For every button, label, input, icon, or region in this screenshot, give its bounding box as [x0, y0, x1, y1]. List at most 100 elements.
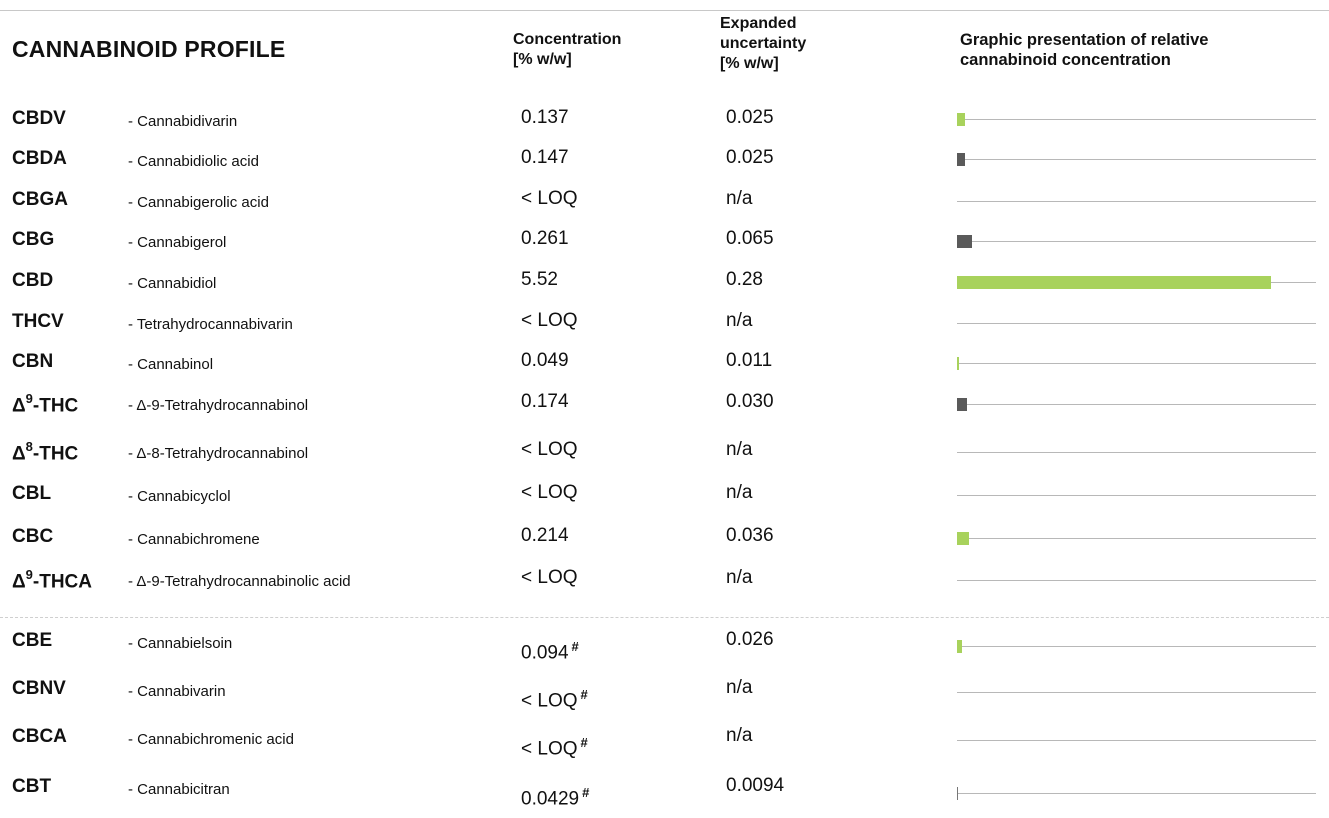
bar-baseline: [957, 646, 1316, 647]
cannabinoid-name: - Δ-9-Tetrahydrocannabinol: [128, 397, 309, 414]
concentration-text: < LOQ: [521, 439, 578, 460]
uncertainty-value: 0.030: [726, 391, 774, 412]
cannabinoid-abbreviation: CBDA: [12, 148, 67, 170]
uncertainty-header: Expanded uncertainty [% w/w]: [720, 14, 806, 74]
concentration-bar: [957, 640, 962, 653]
concentration-value: < LOQ #: [521, 735, 588, 760]
abbreviation-text: Δ: [12, 443, 26, 465]
concentration-text: < LOQ: [521, 738, 578, 760]
bar-baseline: [957, 793, 1316, 794]
abbreviation-superscript: 9: [25, 391, 33, 406]
abbreviation-superscript: 8: [25, 439, 33, 454]
concentration-value: < LOQ: [521, 439, 578, 461]
abbreviation-text: CBL: [12, 483, 52, 504]
cannabinoid-abbreviation: CBN: [12, 351, 53, 373]
abbreviation-text: CBT: [12, 776, 52, 797]
cannabinoid-name: - Cannabicyclol: [128, 488, 231, 505]
cannabinoid-abbreviation: Δ8-THC: [12, 439, 79, 465]
uncertainty-value: n/a: [726, 188, 753, 209]
table-row: CBNV - Cannabivarin < LOQ # n/a: [0, 677, 1329, 718]
cannabinoid-abbreviation: Δ9-THCA: [12, 567, 92, 593]
abbreviation-text: Δ: [12, 395, 26, 417]
table-row: CBN - Cannabinol 0.049 0.011: [0, 350, 1329, 391]
concentration-text: < LOQ: [521, 188, 578, 209]
uncertainty-value: n/a: [726, 725, 753, 746]
concentration-value: < LOQ: [521, 310, 578, 332]
cannabinoid-name: - Cannabinol: [128, 356, 214, 373]
cannabinoid-name: - Cannabielsoin: [128, 635, 233, 652]
cannabinoid-name: - Cannabigerolic acid: [128, 194, 269, 211]
abbreviation-text: CBCA: [12, 726, 67, 747]
concentration-text: 5.52: [521, 269, 558, 290]
table-row: CBD - Cannabidiol 5.52 0.28: [0, 269, 1329, 310]
cannabinoid-abbreviation: CBCA: [12, 726, 67, 748]
concentration-bar: [957, 787, 958, 800]
uncertainty-value: n/a: [726, 482, 753, 503]
concentration-value: 0.147: [521, 147, 569, 169]
concentration-header-line1: Concentration: [513, 31, 622, 48]
cannabinoid-name: - Cannabidiol: [128, 275, 217, 292]
concentration-bar: [957, 532, 969, 545]
cannabinoid-name: - Cannabichromene: [128, 531, 260, 548]
uncertainty-value: 0.0094: [726, 775, 785, 796]
table-row: CBDV - Cannabidivarin 0.137 0.025: [0, 107, 1329, 148]
abbreviation-suffix: -THCA: [32, 571, 92, 593]
concentration-text: 0.0429: [521, 788, 580, 810]
table-row: CBC - Cannabichromene 0.214 0.036: [0, 525, 1329, 566]
cannabinoid-abbreviation: CBC: [12, 526, 53, 548]
uncertainty-value: 0.036: [726, 525, 774, 546]
abbreviation-text: THCV: [12, 311, 64, 332]
abbreviation-suffix: -THC: [32, 443, 79, 465]
concentration-header: Concentration [% w/w]: [513, 30, 621, 70]
abbreviation-text: CBDA: [12, 148, 67, 169]
uncertainty-value: n/a: [726, 677, 753, 698]
uncertainty-header-line2: uncertainty: [720, 35, 807, 52]
table-row: CBG - Cannabigerol 0.261 0.065: [0, 228, 1329, 269]
table-row: CBL - Cannabicyclol < LOQ n/a: [0, 482, 1329, 523]
concentration-value: 0.137: [521, 107, 569, 129]
concentration-text: < LOQ: [521, 482, 578, 503]
footnote-mark: #: [582, 785, 590, 800]
footnote-mark: #: [571, 639, 579, 654]
cannabinoid-name: - Cannabidiolic acid: [128, 153, 259, 170]
concentration-text: < LOQ: [521, 567, 578, 588]
abbreviation-suffix: -THC: [32, 395, 79, 417]
cannabinoid-abbreviation: CBNV: [12, 678, 66, 700]
table-row: CBE - Cannabielsoin 0.094 #0.026: [0, 629, 1329, 670]
uncertainty-value: n/a: [726, 567, 753, 588]
cannabinoid-name: - Cannabicitran: [128, 781, 230, 798]
concentration-value: 0.214: [521, 525, 569, 547]
cannabinoid-abbreviation: CBE: [12, 630, 52, 652]
abbreviation-superscript: 9: [25, 567, 33, 582]
concentration-text: < LOQ: [521, 690, 578, 712]
table-row: CBCA - Cannabichromenic acid < LOQ # n/a: [0, 725, 1329, 766]
uncertainty-value: 0.025: [726, 107, 774, 128]
abbreviation-text: CBD: [12, 270, 54, 291]
bar-baseline: [957, 404, 1316, 405]
cannabinoid-abbreviation: CBDV: [12, 108, 66, 130]
table-row: CBGA - Cannabigerolic acid < LOQ n/a: [0, 188, 1329, 229]
concentration-bar: [957, 235, 972, 248]
bar-baseline: [957, 580, 1316, 581]
cannabinoid-name: - Cannabigerol: [128, 234, 227, 251]
concentration-value: < LOQ: [521, 567, 578, 589]
abbreviation-text: CBC: [12, 526, 54, 547]
concentration-text: < LOQ: [521, 310, 578, 331]
top-rule: [0, 10, 1329, 11]
cannabinoid-abbreviation: CBG: [12, 229, 54, 251]
uncertainty-value: 0.025: [726, 147, 774, 168]
concentration-header-line2: [% w/w]: [513, 51, 572, 68]
graphic-header-line2: cannabinoid concentration: [960, 51, 1171, 69]
bar-baseline: [957, 363, 1316, 364]
abbreviation-text: CBE: [12, 630, 53, 651]
concentration-value: 5.52: [521, 269, 558, 291]
bar-baseline: [957, 495, 1316, 496]
cannabinoid-name: - Cannabichromenic acid: [128, 731, 294, 748]
concentration-bar: [957, 113, 965, 126]
footnote-mark: #: [580, 735, 588, 750]
cannabinoid-name: - Cannabidivarin: [128, 113, 238, 130]
concentration-bar: [957, 357, 959, 370]
concentration-value: 0.0429 #: [521, 785, 589, 810]
cannabinoid-name: - Tetrahydrocannabivarin: [128, 316, 293, 333]
bar-baseline: [957, 538, 1316, 539]
